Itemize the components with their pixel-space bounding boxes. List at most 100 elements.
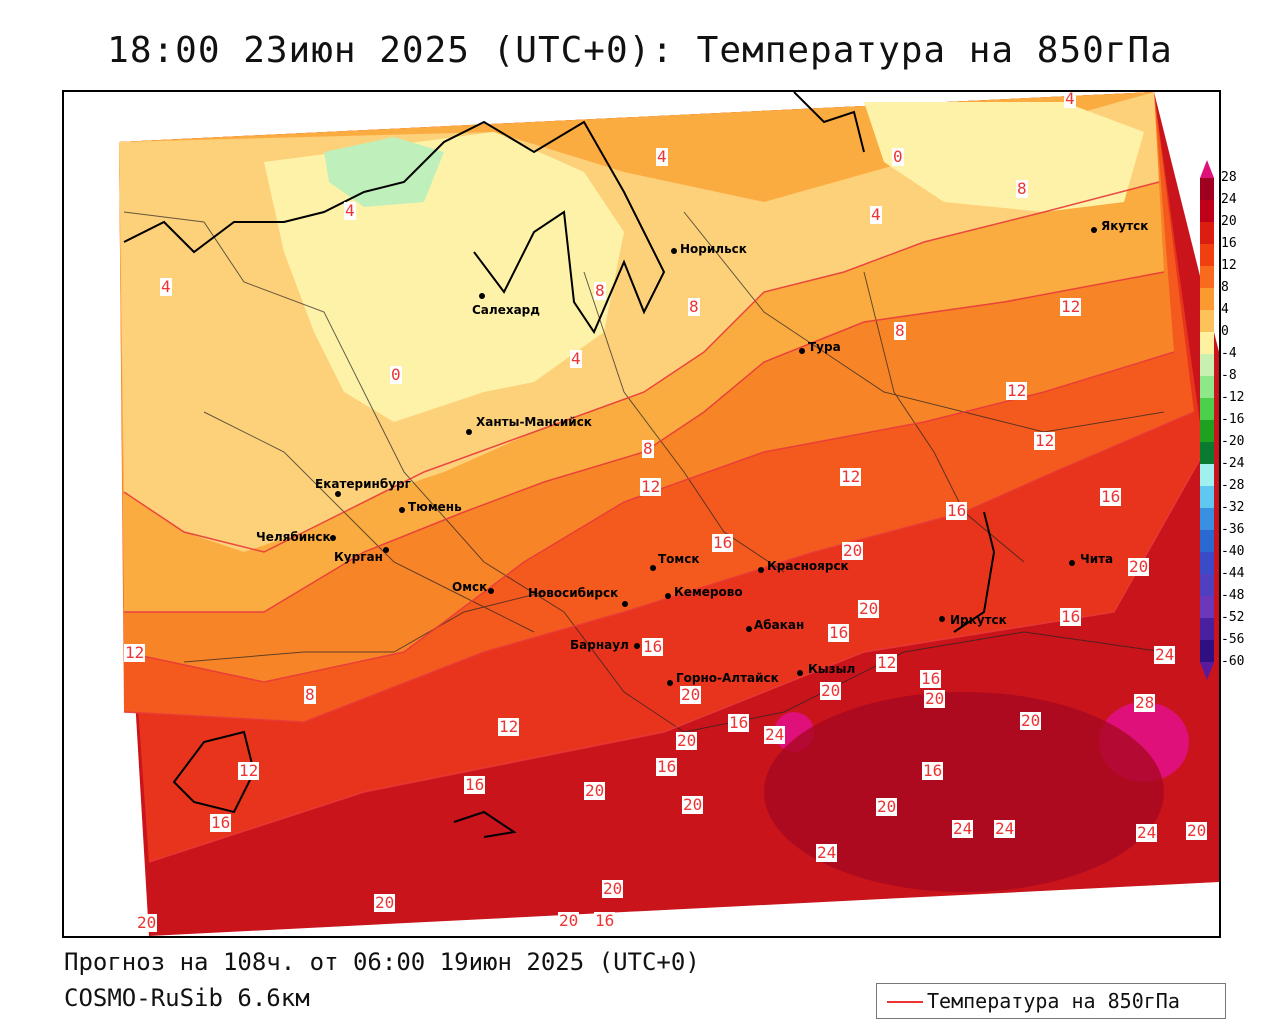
isoline-label: 20 bbox=[1128, 557, 1150, 576]
isoline-label: 20 bbox=[924, 689, 946, 708]
city-dot bbox=[488, 588, 494, 594]
isoline-label: 16 bbox=[728, 713, 750, 732]
colorbar-tick-label: -60 bbox=[1221, 654, 1245, 669]
colorbar-tick-label: -32 bbox=[1221, 500, 1245, 515]
isoline-label: 8 bbox=[304, 685, 316, 704]
isoline-label: 12 bbox=[1006, 381, 1028, 400]
colorbar-segment bbox=[1200, 574, 1214, 596]
city-dot bbox=[665, 593, 671, 599]
colorbar-tick-label: -56 bbox=[1221, 632, 1245, 647]
isoline-label: 20 bbox=[1186, 821, 1208, 840]
city-label: Тюмень bbox=[408, 500, 462, 514]
colorbar-tick-label: -44 bbox=[1221, 566, 1245, 581]
city-label: Якутск bbox=[1101, 219, 1149, 233]
isoline-label: 24 bbox=[994, 819, 1016, 838]
colorbar-segment bbox=[1200, 464, 1214, 486]
colorbar-segment bbox=[1200, 178, 1214, 200]
colorbar-segment bbox=[1200, 200, 1214, 222]
colorbar-tick-label: 0 bbox=[1221, 324, 1229, 339]
city-dot bbox=[1091, 227, 1097, 233]
isoline-label: 20 bbox=[820, 681, 842, 700]
model-name: COSMO-RuSib 6.6км bbox=[64, 984, 310, 1012]
city-label: Екатеринбург bbox=[315, 477, 411, 491]
city-label: Челябинск bbox=[256, 530, 331, 544]
isoline-label: 12 bbox=[1060, 297, 1082, 316]
colorbar-tick-label: -36 bbox=[1221, 522, 1245, 537]
colorbar-tick-label: -20 bbox=[1221, 434, 1245, 449]
isoline-label: 12 bbox=[640, 477, 662, 496]
isoline-label: 8 bbox=[594, 281, 606, 300]
colorbar-tick-label: -16 bbox=[1221, 412, 1245, 427]
isoline-label: 16 bbox=[642, 637, 664, 656]
isoline-label: 20 bbox=[558, 911, 580, 930]
colorbar-tick-label: -40 bbox=[1221, 544, 1245, 559]
colorbar-segment bbox=[1200, 266, 1214, 288]
city-dot bbox=[671, 248, 677, 254]
isoline-label: 16 bbox=[712, 533, 734, 552]
colorbar-bottom-arrow bbox=[1200, 662, 1214, 680]
city-dot bbox=[667, 680, 673, 686]
colorbar-segment bbox=[1200, 486, 1214, 508]
colorbar-segment bbox=[1200, 288, 1214, 310]
city-label: Абакан bbox=[754, 618, 805, 632]
city-label: Кызыл bbox=[808, 662, 856, 676]
isoline-label: 16 bbox=[1100, 487, 1122, 506]
colorbar-segment bbox=[1200, 442, 1214, 464]
colorbar-tick-label: -8 bbox=[1221, 368, 1237, 383]
isoline-label: 20 bbox=[680, 685, 702, 704]
colorbar-tick-label: 20 bbox=[1221, 214, 1237, 229]
isoline-label: 12 bbox=[498, 717, 520, 736]
colorbar-top-arrow bbox=[1200, 160, 1214, 178]
city-label: Горно-Алтайск bbox=[676, 671, 779, 685]
city-dot bbox=[758, 567, 764, 573]
colorbar-segment bbox=[1200, 244, 1214, 266]
isoline-label: 16 bbox=[946, 501, 968, 520]
isoline-label: 8 bbox=[894, 321, 906, 340]
legend-line-swatch bbox=[887, 1001, 923, 1003]
colorbar-segment bbox=[1200, 618, 1214, 640]
city-label: Красноярск bbox=[767, 559, 849, 573]
isoline-label: 16 bbox=[1060, 607, 1082, 626]
colorbar-tick-label: 12 bbox=[1221, 258, 1237, 273]
city-label: Тура bbox=[808, 340, 841, 354]
city-dot bbox=[799, 348, 805, 354]
legend-label: Температура на 850гПа bbox=[927, 989, 1180, 1013]
isoline-label: 20 bbox=[676, 731, 698, 750]
colorbar-tick-label: 24 bbox=[1221, 192, 1237, 207]
colorbar-segment bbox=[1200, 420, 1214, 442]
isoline-label: 24 bbox=[952, 819, 974, 838]
colorbar-tick-label: -28 bbox=[1221, 478, 1245, 493]
map-area: 4 0 4 4 8 8 4 8 4 0 4 8 12 8 12 12 12 12… bbox=[62, 90, 1221, 938]
isoline-label: 0 bbox=[390, 365, 402, 384]
colorbar-segment bbox=[1200, 376, 1214, 398]
colorbar-tick-label: 16 bbox=[1221, 236, 1237, 251]
colorbar-segment bbox=[1200, 596, 1214, 618]
city-label: Ханты-Мансийск bbox=[476, 415, 592, 429]
isoline-label: 20 bbox=[842, 541, 864, 560]
isoline-label: 20 bbox=[602, 879, 624, 898]
colorbar-tick-label: 28 bbox=[1221, 170, 1237, 185]
isoline-label: 8 bbox=[1016, 179, 1028, 198]
forecast-info: Прогноз на 108ч. от 06:00 19июн 2025 (UT… bbox=[64, 948, 700, 976]
isoline-label: 0 bbox=[892, 147, 904, 166]
colorbar-segment bbox=[1200, 640, 1214, 662]
isoline-label: 16 bbox=[920, 669, 942, 688]
city-label: Салехард bbox=[472, 303, 540, 317]
isoline-label: 20 bbox=[858, 599, 880, 618]
isoline-label: 24 bbox=[764, 725, 786, 744]
city-label: Омск bbox=[452, 580, 488, 594]
city-label: Иркутск bbox=[950, 613, 1007, 627]
colorbar-tick-label: -52 bbox=[1221, 610, 1245, 625]
city-label: Томск bbox=[658, 552, 700, 566]
colorbar-segment bbox=[1200, 332, 1214, 354]
city-dot bbox=[746, 626, 752, 632]
isoline-label: 20 bbox=[584, 781, 606, 800]
isoline-label: 16 bbox=[922, 761, 944, 780]
map-title: 18:00 23июн 2025 (UTC+0): Температура на… bbox=[107, 30, 1173, 71]
isoline-label: 28 bbox=[1134, 693, 1156, 712]
colorbar-tick-label: -48 bbox=[1221, 588, 1245, 603]
city-dot bbox=[399, 507, 405, 513]
colorbar-segment bbox=[1200, 310, 1214, 332]
isoline-label: 4 bbox=[570, 349, 582, 368]
colorbar-tick-label: -4 bbox=[1221, 346, 1237, 361]
